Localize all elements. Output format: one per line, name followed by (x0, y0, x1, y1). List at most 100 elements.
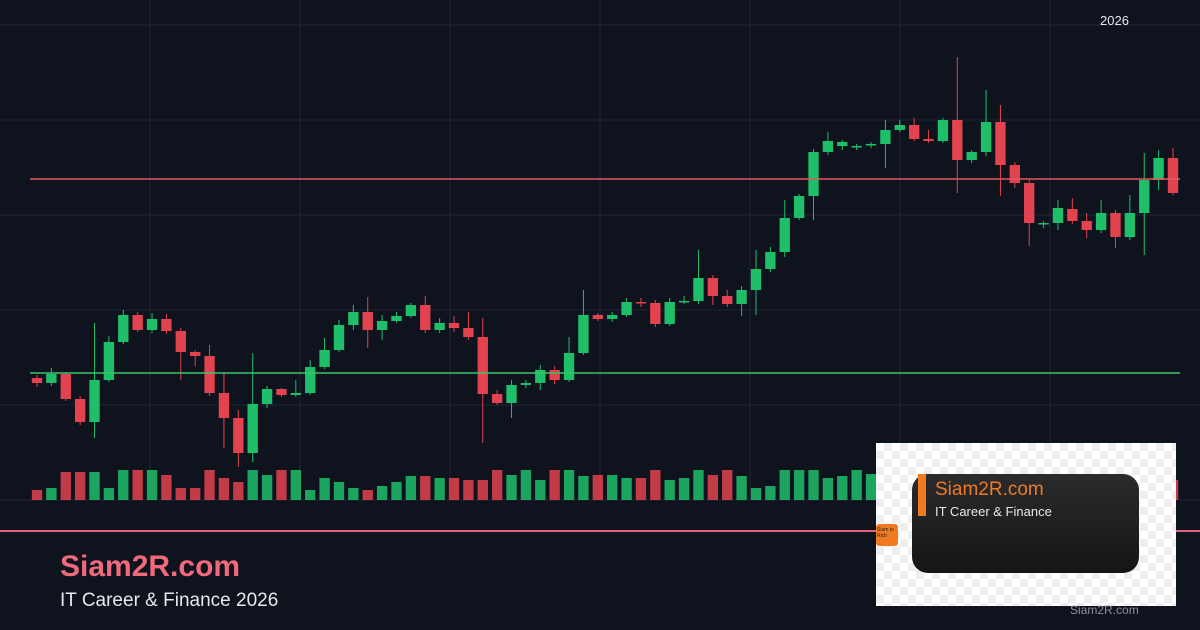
candle-body (333, 325, 345, 350)
candle-body (1095, 213, 1107, 230)
volume-bar (46, 488, 57, 500)
candle-body (722, 296, 733, 304)
volume-bar (132, 470, 143, 500)
volume-bar (793, 470, 805, 500)
volume-bar (218, 478, 230, 500)
candle-body (1124, 213, 1136, 237)
volume-bar (707, 475, 719, 500)
volume-bar (290, 470, 302, 500)
volume-bar (420, 476, 431, 500)
candle-body (132, 315, 143, 330)
volume-bar (434, 478, 445, 500)
logo-card (912, 474, 1139, 573)
candle-body (506, 385, 517, 403)
volume-bar (822, 478, 834, 500)
candle-body (89, 380, 100, 422)
candle-body (146, 319, 158, 330)
candle-body (563, 353, 575, 380)
candle-body (118, 315, 129, 342)
volume-bar (233, 482, 244, 500)
volume-bar (837, 476, 848, 500)
candle-body (1052, 208, 1064, 223)
candle-body (161, 319, 172, 331)
volume-bar (103, 488, 115, 500)
volume-bar (520, 470, 532, 500)
volume-bar (376, 486, 388, 500)
volume-bar (60, 472, 71, 500)
candle-body (305, 367, 316, 393)
volume-bar (89, 472, 100, 500)
volume-bar (607, 475, 618, 500)
candle-body (60, 374, 71, 399)
candle-body (1038, 223, 1049, 225)
volume-bar (535, 480, 546, 500)
overlay-image: Siam2R.com IT Career & Finance Siam to R… (876, 443, 1176, 606)
volume-bar (750, 488, 762, 500)
volume-bar (405, 476, 417, 500)
volume-bar (736, 476, 747, 500)
volume-bar (118, 470, 129, 500)
candle-body (233, 418, 244, 453)
candle-body (923, 139, 934, 141)
brand-subtitle: IT Career & Finance 2026 (60, 590, 279, 611)
volume-bar (190, 488, 201, 500)
volume-bar (865, 474, 877, 500)
candle-body (420, 305, 431, 330)
candle-body (491, 394, 503, 403)
candle-body (549, 370, 560, 380)
volume-bar (506, 475, 517, 500)
volume-bar (592, 475, 603, 500)
volume-bar (808, 470, 819, 500)
card-subtitle: IT Career & Finance (935, 504, 1052, 519)
candle-body (707, 278, 719, 296)
volume-bar (161, 475, 172, 500)
candle-body (765, 252, 776, 269)
candle-body (434, 323, 445, 330)
volume-bar (448, 478, 460, 500)
candle-body (650, 303, 661, 324)
volume-bar (779, 470, 790, 500)
candle-body (736, 290, 747, 304)
candle-body (1153, 158, 1164, 180)
volume-bar (348, 488, 359, 500)
volume-bar (635, 478, 647, 500)
candle-body (578, 315, 589, 353)
candle-body (448, 323, 460, 328)
footer-text: Siam2R.com (1070, 603, 1139, 617)
candle-body (190, 352, 201, 356)
candle-body (592, 315, 603, 319)
volume-bar (693, 470, 704, 500)
volume-bar (319, 478, 330, 500)
candle-body (1139, 180, 1150, 213)
candle-body (204, 356, 215, 393)
year-label: 2026 (1100, 13, 1129, 28)
candle-body (362, 312, 373, 330)
volume-bar (146, 470, 158, 500)
volume-bar (621, 478, 632, 500)
candle-body (1009, 165, 1020, 183)
volume-bar (678, 478, 690, 500)
logo-badge: Siam to Rich (876, 524, 898, 546)
candle-body (808, 152, 819, 196)
candle-body (535, 370, 546, 383)
candle-body (103, 342, 115, 380)
volume-bar (851, 470, 862, 500)
volume-bar (491, 470, 503, 500)
logo-bar (918, 474, 926, 516)
volume-bar (204, 470, 215, 500)
candle-body (1167, 158, 1179, 193)
candle-body (319, 350, 330, 367)
candle-body (880, 130, 891, 144)
candle-body (966, 152, 977, 160)
candle-body (1110, 213, 1121, 237)
candle-body (391, 316, 402, 321)
volume-bar (261, 475, 273, 500)
candle-body (175, 331, 186, 352)
volume-bar (74, 472, 86, 500)
volume-bar (722, 470, 733, 500)
candle-body (405, 305, 417, 316)
candle-body (937, 120, 949, 141)
brand-title: Siam2R.com (60, 550, 241, 583)
candle-body (908, 125, 920, 139)
